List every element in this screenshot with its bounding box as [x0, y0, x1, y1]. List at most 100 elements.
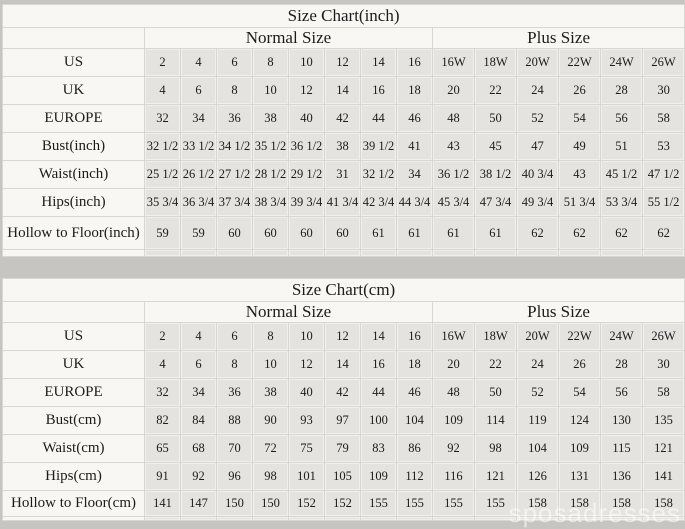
row-label: Bust(cm): [3, 407, 144, 434]
value-cell: 152: [289, 491, 324, 516]
row-label: US: [3, 49, 144, 76]
value-cell: 25 1/2: [145, 161, 180, 188]
value-cell: 79: [325, 435, 360, 462]
filler-row: [3, 517, 685, 520]
value-cell: 141: [643, 463, 685, 490]
value-cell: 147: [181, 491, 216, 516]
filler-cell: [643, 250, 685, 256]
size-chart-inch-table: Size Chart(inch) Normal Size Plus Size U…: [2, 4, 685, 257]
value-cell: 93: [289, 407, 324, 434]
value-cell: 91: [145, 463, 180, 490]
value-cell: 116: [433, 463, 474, 490]
row-label: UK: [3, 351, 144, 378]
value-cell: 14: [325, 77, 360, 104]
value-cell: 45: [475, 133, 516, 160]
value-cell: 126: [517, 463, 558, 490]
value-cell: 32: [145, 379, 180, 406]
value-cell: 60: [217, 217, 252, 249]
value-cell: 136: [601, 463, 642, 490]
value-cell: 52: [517, 105, 558, 132]
value-cell: 28 1/2: [253, 161, 288, 188]
value-cell: 12: [325, 323, 360, 350]
value-cell: 92: [181, 463, 216, 490]
value-cell: 155: [361, 491, 396, 516]
table-title-row: Size Chart(cm): [3, 279, 685, 301]
value-cell: 38 1/2: [475, 161, 516, 188]
value-cell: 39 3/4: [289, 189, 324, 216]
value-cell: 38: [253, 379, 288, 406]
value-cell: 59: [145, 217, 180, 249]
value-cell: 22W: [559, 49, 600, 76]
value-cell: 51: [601, 133, 642, 160]
value-cell: 24W: [601, 323, 642, 350]
value-cell: 34: [181, 105, 216, 132]
filler-cell: [145, 250, 180, 256]
value-cell: 6: [217, 49, 252, 76]
group-header-normal-size: Normal Size: [145, 302, 432, 322]
value-cell: 53 3/4: [601, 189, 642, 216]
value-cell: 40: [289, 379, 324, 406]
value-cell: 28: [601, 77, 642, 104]
value-cell: 27 1/2: [217, 161, 252, 188]
value-cell: 2: [145, 323, 180, 350]
value-cell: 20W: [517, 49, 558, 76]
value-cell: 42: [325, 379, 360, 406]
value-cell: 101: [289, 463, 324, 490]
value-cell: 40 3/4: [517, 161, 558, 188]
value-cell: 36: [217, 379, 252, 406]
value-cell: 158: [601, 491, 642, 516]
value-cell: 26W: [643, 323, 685, 350]
value-cell: 96: [217, 463, 252, 490]
value-cell: 36 3/4: [181, 189, 216, 216]
value-cell: 50: [475, 105, 516, 132]
value-cell: 115: [601, 435, 642, 462]
value-cell: 20: [433, 77, 474, 104]
filler-cell: [601, 517, 642, 520]
table-row: US 2 4 6 8 10 12 14 16 16W 18W 20W 22W 24W 26W: [3, 49, 685, 76]
value-cell: 121: [475, 463, 516, 490]
value-cell: 16: [361, 77, 396, 104]
value-cell: 60: [253, 217, 288, 249]
value-cell: 16: [361, 351, 396, 378]
value-cell: 158: [643, 491, 685, 516]
value-cell: 35 3/4: [145, 189, 180, 216]
value-cell: 42 3/4: [361, 189, 396, 216]
value-cell: 48: [433, 105, 474, 132]
value-cell: 47 3/4: [475, 189, 516, 216]
value-cell: 98: [253, 463, 288, 490]
filler-cell: [397, 517, 432, 520]
value-cell: 34 1/2: [217, 133, 252, 160]
group-header-normal-size: Normal Size: [145, 28, 432, 48]
value-cell: 38: [325, 133, 360, 160]
table-row: Hips(inch) 35 3/4 36 3/4 37 3/4 38 3/4 39 3/4…: [3, 189, 685, 216]
value-cell: 62: [643, 217, 685, 249]
filler-cell: [397, 250, 432, 256]
value-cell: 39 1/2: [361, 133, 396, 160]
value-cell: 97: [325, 407, 360, 434]
value-cell: 150: [253, 491, 288, 516]
value-cell: 22W: [559, 323, 600, 350]
row-label: US: [3, 323, 144, 350]
group-header-row: Normal Size Plus Size: [3, 28, 685, 48]
table-row: Bust(cm) 82 84 88 90 93 97 100 104 109 114 119 124 13…: [3, 407, 685, 434]
value-cell: 4: [181, 49, 216, 76]
value-cell: 30: [643, 77, 685, 104]
row-label: Hips(inch): [3, 189, 144, 216]
value-cell: 56: [601, 105, 642, 132]
value-cell: 40: [289, 105, 324, 132]
value-cell: 35 1/2: [253, 133, 288, 160]
value-cell: 14: [361, 323, 396, 350]
value-cell: 6: [181, 351, 216, 378]
value-cell: 45 1/2: [601, 161, 642, 188]
value-cell: 36: [217, 105, 252, 132]
value-cell: 68: [181, 435, 216, 462]
value-cell: 12: [289, 351, 324, 378]
value-cell: 18W: [475, 323, 516, 350]
value-cell: 54: [559, 105, 600, 132]
filler-cell: [325, 517, 360, 520]
value-cell: 98: [475, 435, 516, 462]
row-label: Bust(inch): [3, 133, 144, 160]
value-cell: 16W: [433, 49, 474, 76]
group-header-row: Normal Size Plus Size: [3, 302, 685, 322]
value-cell: 155: [433, 491, 474, 516]
